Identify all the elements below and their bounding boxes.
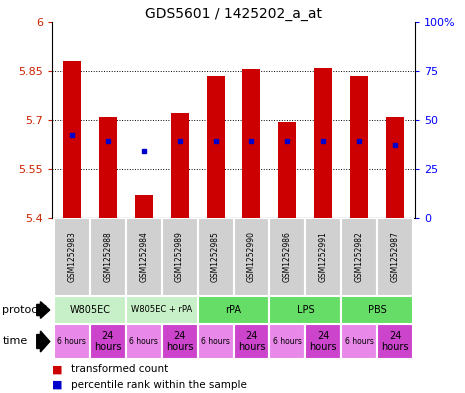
Text: GSM1252982: GSM1252982 — [355, 231, 364, 283]
Bar — [377, 218, 413, 296]
Text: 24
hours: 24 hours — [166, 331, 193, 352]
Text: 6 hours: 6 hours — [273, 337, 302, 346]
Text: 24
hours: 24 hours — [310, 331, 337, 352]
Text: GSM1252988: GSM1252988 — [103, 231, 112, 283]
Bar — [198, 296, 269, 324]
Text: 24
hours: 24 hours — [381, 331, 409, 352]
Text: GSM1252991: GSM1252991 — [319, 231, 328, 283]
Bar — [126, 324, 162, 359]
Text: GSM1252989: GSM1252989 — [175, 231, 184, 283]
Bar — [162, 324, 198, 359]
Text: percentile rank within the sample: percentile rank within the sample — [71, 380, 246, 389]
Bar — [206, 76, 225, 218]
Bar — [90, 324, 126, 359]
Bar — [54, 218, 90, 296]
Text: GSM1252985: GSM1252985 — [211, 231, 220, 283]
Bar — [126, 218, 162, 296]
Text: LPS: LPS — [297, 305, 314, 315]
Bar — [269, 324, 306, 359]
Bar — [233, 218, 269, 296]
FancyArrow shape — [37, 301, 50, 318]
Bar — [135, 195, 153, 218]
Text: GSM1252987: GSM1252987 — [391, 231, 400, 283]
Text: 24
hours: 24 hours — [238, 331, 265, 352]
Bar — [90, 218, 126, 296]
Text: GSM1252990: GSM1252990 — [247, 231, 256, 283]
Text: protocol: protocol — [2, 305, 47, 315]
Text: ■: ■ — [52, 364, 62, 375]
Bar — [99, 117, 117, 218]
Bar — [54, 296, 126, 324]
Bar — [341, 296, 413, 324]
Text: 6 hours: 6 hours — [345, 337, 374, 346]
Bar — [198, 218, 233, 296]
Text: GSM1252986: GSM1252986 — [283, 231, 292, 283]
Text: rPA: rPA — [226, 305, 241, 315]
Title: GDS5601 / 1425202_a_at: GDS5601 / 1425202_a_at — [145, 7, 322, 21]
Bar — [171, 114, 189, 218]
Bar — [162, 218, 198, 296]
Text: GSM1252983: GSM1252983 — [67, 231, 76, 283]
Text: 6 hours: 6 hours — [57, 337, 86, 346]
Bar — [314, 68, 332, 218]
Bar — [242, 70, 260, 218]
Text: transformed count: transformed count — [71, 364, 168, 375]
Bar — [233, 324, 269, 359]
Bar — [377, 324, 413, 359]
Text: 24
hours: 24 hours — [94, 331, 121, 352]
Bar — [126, 296, 198, 324]
Bar — [279, 121, 296, 218]
Text: 6 hours: 6 hours — [201, 337, 230, 346]
Bar — [269, 296, 341, 324]
Bar — [350, 76, 368, 218]
Text: PBS: PBS — [368, 305, 386, 315]
Bar — [341, 218, 377, 296]
Text: 6 hours: 6 hours — [129, 337, 158, 346]
Text: W805EC + rPA: W805EC + rPA — [131, 305, 192, 314]
Bar — [63, 61, 81, 218]
Bar — [341, 324, 377, 359]
Bar — [306, 218, 341, 296]
Bar — [269, 218, 306, 296]
Text: time: time — [2, 336, 27, 347]
Text: W805EC: W805EC — [69, 305, 110, 315]
Bar — [198, 324, 233, 359]
Bar — [306, 324, 341, 359]
Bar — [386, 117, 404, 218]
Text: ■: ■ — [52, 380, 62, 389]
Bar — [54, 324, 90, 359]
FancyArrow shape — [37, 331, 50, 352]
Text: GSM1252984: GSM1252984 — [139, 231, 148, 283]
